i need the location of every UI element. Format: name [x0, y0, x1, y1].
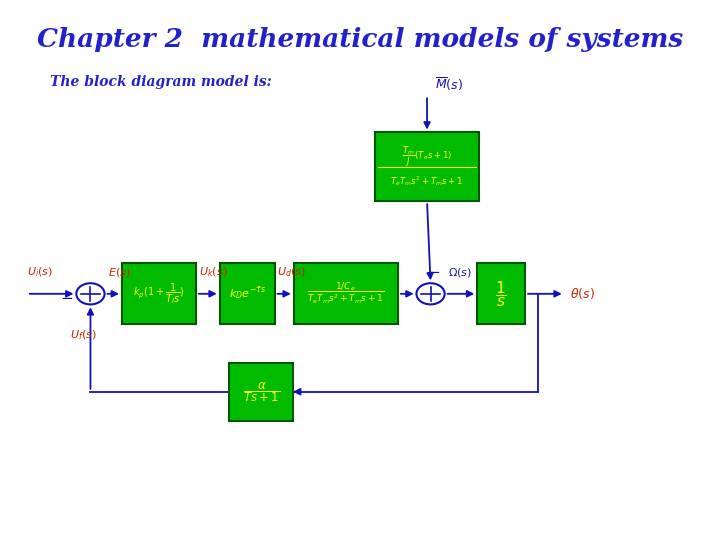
Text: $E(s)$: $E(s)$ [108, 266, 131, 279]
FancyBboxPatch shape [122, 264, 196, 324]
Circle shape [416, 283, 445, 305]
Text: $\dfrac{1}{s}$: $\dfrac{1}{s}$ [495, 279, 507, 309]
FancyBboxPatch shape [477, 264, 525, 324]
Text: $U_f(s)$: $U_f(s)$ [70, 328, 96, 342]
Text: $\overline{M}(s)$: $\overline{M}(s)$ [436, 76, 464, 93]
Text: $\dfrac{T_m}{J}(T_e s+1)$: $\dfrac{T_m}{J}(T_e s+1)$ [402, 144, 452, 168]
Text: $-$: $-$ [60, 289, 73, 305]
FancyBboxPatch shape [230, 363, 293, 421]
Text: The block diagram model is:: The block diagram model is: [50, 75, 271, 89]
Text: $-$: $-$ [427, 263, 440, 278]
Text: $\dfrac{\alpha}{Ts+1}$: $\dfrac{\alpha}{Ts+1}$ [243, 380, 280, 403]
FancyBboxPatch shape [220, 264, 274, 324]
Text: $k_p(1+\dfrac{1}{T_I s})$: $k_p(1+\dfrac{1}{T_I s})$ [133, 281, 185, 306]
Text: Chapter 2  mathematical models of systems: Chapter 2 mathematical models of systems [37, 28, 683, 52]
Text: $U_i(s)$: $U_i(s)$ [27, 265, 53, 279]
FancyBboxPatch shape [294, 264, 398, 324]
Text: $T_e T_m s^2+T_m s+1$: $T_e T_m s^2+T_m s+1$ [390, 174, 464, 187]
Circle shape [76, 283, 104, 305]
Text: $k_D e^{-\bar{\tau}s}$: $k_D e^{-\bar{\tau}s}$ [228, 286, 266, 302]
Text: $\Omega(s)$: $\Omega(s)$ [448, 266, 472, 279]
Text: $U_k(s)$: $U_k(s)$ [199, 265, 228, 279]
FancyBboxPatch shape [375, 132, 480, 201]
Text: $\dfrac{1/C_e}{T_e T_m s^2+T_m s+1}$: $\dfrac{1/C_e}{T_e T_m s^2+T_m s+1}$ [307, 281, 384, 306]
Text: $\theta(s)$: $\theta(s)$ [570, 286, 595, 301]
Text: $U_d(s)$: $U_d(s)$ [277, 265, 307, 279]
